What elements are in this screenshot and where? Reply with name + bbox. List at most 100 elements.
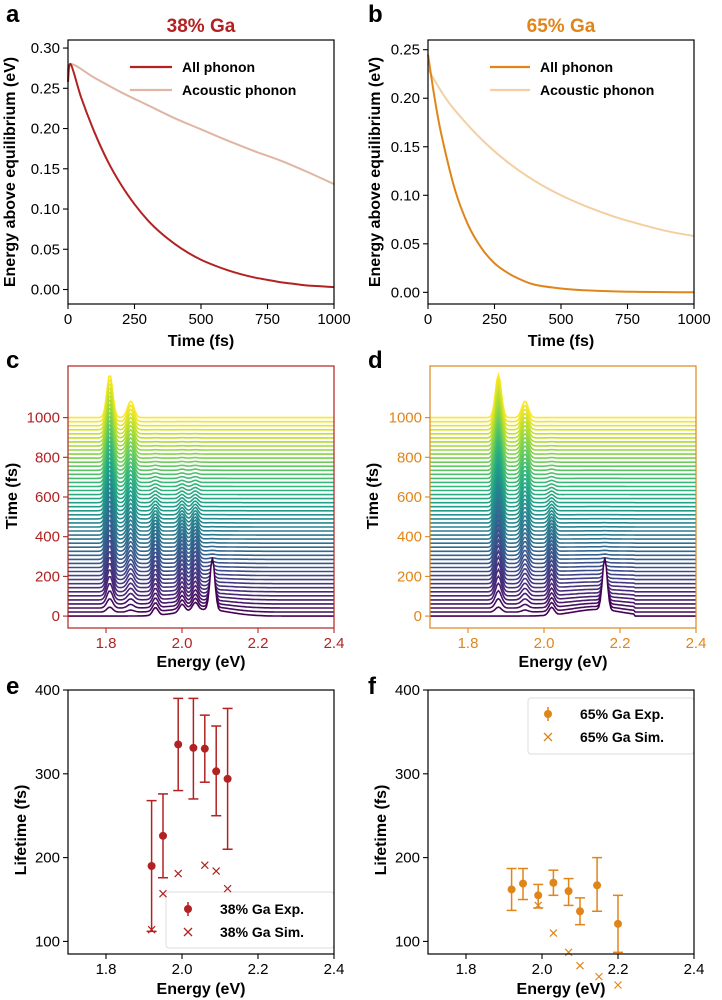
y-tick-label: 0.05 xyxy=(391,236,420,253)
sim-point xyxy=(534,901,543,910)
y-tick-label: 0.20 xyxy=(31,121,60,138)
sim-point xyxy=(614,981,622,989)
y-tick-label: 0.30 xyxy=(31,40,60,57)
ridge-line xyxy=(430,437,696,484)
ridge-line xyxy=(430,484,696,528)
y-tick-label: 0.10 xyxy=(391,187,420,204)
y-tick-label: 200 xyxy=(397,568,422,585)
ridge-mask xyxy=(430,378,696,423)
exp-point xyxy=(189,743,198,752)
chart-a-ylabel: Energy above equilibrium (eV) xyxy=(2,57,19,287)
x-tick-label: 1000 xyxy=(317,311,350,328)
chart-f-ylabel: Lifetime (fs) xyxy=(373,785,390,876)
series-line-acoustic-phonon xyxy=(66,63,335,185)
ridge-line xyxy=(68,551,334,581)
ridge-line xyxy=(68,571,334,609)
y-tick-label: 0.20 xyxy=(391,90,420,107)
x-tick-label: 2.0 xyxy=(532,961,553,978)
exp-point xyxy=(147,862,156,870)
x-tick-label: 2.2 xyxy=(248,961,269,978)
chart-b-title: 65% Ga xyxy=(527,16,596,37)
ridge-line xyxy=(430,532,696,569)
x-tick-label: 500 xyxy=(188,311,213,328)
ridge-mask xyxy=(68,580,334,601)
chart-f-legend: 65% Ga Exp. 65% Ga Sim. xyxy=(527,697,695,755)
legend-marker-x-icon xyxy=(183,927,193,937)
exp-point xyxy=(576,907,584,916)
chart-f-xlabel: Energy (eV) xyxy=(517,981,606,998)
ridge-line xyxy=(430,420,696,467)
y-tick-label: 300 xyxy=(35,766,60,783)
chart-c-xlabel: Energy (eV) xyxy=(157,654,246,671)
x-tick-label: 500 xyxy=(548,311,573,328)
y-tick-label: 300 xyxy=(395,766,420,783)
chart-a-legend: All phonon Acoustic phonon xyxy=(130,59,296,98)
ridge-line xyxy=(430,561,696,589)
ridge-line xyxy=(68,529,334,565)
x-tick-label: 2.4 xyxy=(684,961,705,978)
y-tick-label: 200 xyxy=(35,850,60,867)
y-tick-label: 100 xyxy=(35,933,60,950)
y-tick-label: 1000 xyxy=(27,410,60,427)
ridge-line xyxy=(430,475,696,520)
ridge-line xyxy=(430,400,696,447)
ridge-mask xyxy=(430,577,696,605)
ridge-line xyxy=(430,488,696,532)
chart-a-frame xyxy=(67,39,335,305)
legend-label-sim: 65% Ga Sim. xyxy=(580,729,664,745)
sim-point xyxy=(212,867,221,875)
ridge-line xyxy=(430,511,696,553)
y-tick-label: 800 xyxy=(397,449,422,466)
exp-point xyxy=(564,887,573,896)
sim-point xyxy=(549,929,558,937)
ridge-line xyxy=(430,574,696,597)
chart-b-ylabel: Energy above equilibrium (eV) xyxy=(367,57,384,287)
ridge-line xyxy=(430,466,696,512)
sim-point xyxy=(595,972,603,981)
ridge-line xyxy=(68,540,334,573)
chart-d-ridges xyxy=(430,371,696,618)
exp-point xyxy=(549,878,558,887)
legend-label-all-phonon: All phonon xyxy=(540,59,613,75)
ridge-line xyxy=(430,497,696,540)
legend-label-sim: 38% Ga Sim. xyxy=(220,924,304,940)
exp-point xyxy=(519,879,527,888)
exp-point xyxy=(212,767,221,776)
series-line-all-phonon xyxy=(67,63,335,289)
ridge-mask xyxy=(430,387,696,431)
exp-point xyxy=(534,891,543,900)
y-tick-label: 0 xyxy=(414,608,422,625)
exp-point xyxy=(507,885,516,894)
ridge-line xyxy=(430,384,696,431)
x-tick-label: 2.2 xyxy=(248,635,269,652)
chart-e-legend: 38% Ga Exp. 38% Ga Sim. xyxy=(165,891,335,949)
y-tick-label: 0.15 xyxy=(31,161,60,178)
ridge-line xyxy=(430,567,696,613)
ridge-line xyxy=(68,534,334,569)
legend-label-exp: 65% Ga Exp. xyxy=(580,706,664,722)
x-tick-label: 250 xyxy=(482,311,507,328)
ridge-line xyxy=(430,445,696,492)
legend-marker-circle-icon xyxy=(544,710,552,718)
x-tick-label: 2.0 xyxy=(172,635,193,652)
ridge-line xyxy=(68,524,334,561)
chart-e-xlabel: Energy (eV) xyxy=(157,981,246,998)
x-tick-label: 2.0 xyxy=(172,961,193,978)
x-tick-label: 2.4 xyxy=(686,635,707,652)
sim-point xyxy=(576,961,584,970)
ridge-line xyxy=(430,429,696,476)
x-tick-label: 1000 xyxy=(677,311,710,328)
x-tick-label: 2.2 xyxy=(608,961,629,978)
ridge-line xyxy=(68,569,334,593)
ridge-line xyxy=(430,425,696,472)
ridge-line xyxy=(430,567,696,593)
ridge-mask xyxy=(68,576,334,597)
chart-b-xlabel: Time (fs) xyxy=(528,333,594,350)
x-tick-label: 250 xyxy=(122,311,147,328)
x-tick-label: 2.4 xyxy=(324,961,345,978)
ridge-line xyxy=(430,516,696,557)
panel-label-d: d xyxy=(368,347,383,374)
ridge-line xyxy=(68,578,334,601)
ridge-line xyxy=(430,462,696,508)
